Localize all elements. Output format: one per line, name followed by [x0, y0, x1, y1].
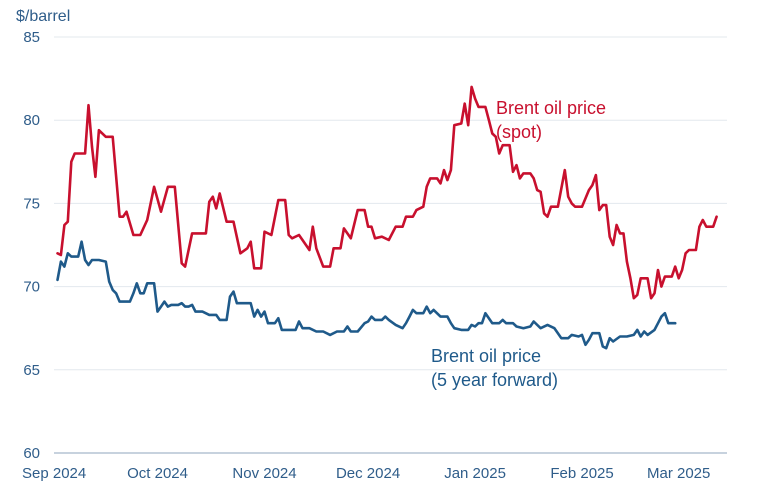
y-tick-label: 75: [23, 195, 40, 212]
y-tick-label: 70: [23, 279, 40, 296]
x-tick-label: Sep 2024: [22, 465, 86, 482]
x-tick-label: Mar 2025: [647, 465, 710, 482]
y-tick-label: 85: [23, 29, 40, 46]
y-axis-unit-label: $/barrel: [16, 8, 70, 25]
series-label-line: (5 year forward): [431, 370, 558, 390]
gridlines: [54, 36, 727, 454]
series-lines: [56, 85, 718, 350]
series-line-forward: [56, 240, 677, 350]
x-tick-label: Oct 2024: [127, 465, 188, 482]
y-axis-ticks: 60 65 70 75 80 85: [23, 29, 40, 462]
y-tick-label: 80: [23, 112, 40, 129]
x-tick-label: Dec 2024: [336, 465, 400, 482]
series-label-line: Brent oil price: [496, 98, 606, 118]
y-tick-label: 60: [23, 445, 40, 462]
series-labels: Brent oil price (spot) Brent oil price (5 y…: [431, 98, 606, 390]
x-axis-ticks: Sep 2024 Oct 2024 Nov 2024 Dec 2024 Jan 2025…: [22, 465, 710, 482]
series-line-spot: [56, 85, 718, 300]
series-label-forward: Brent oil price (5 year forward): [431, 346, 558, 390]
y-tick-label: 65: [23, 362, 40, 379]
x-tick-label: Nov 2024: [232, 465, 296, 482]
series-label-line: Brent oil price: [431, 346, 541, 366]
series-label-spot: Brent oil price (spot): [496, 98, 606, 142]
x-tick-label: Feb 2025: [550, 465, 613, 482]
series-label-line: (spot): [496, 122, 542, 142]
x-tick-label: Jan 2025: [444, 465, 506, 482]
